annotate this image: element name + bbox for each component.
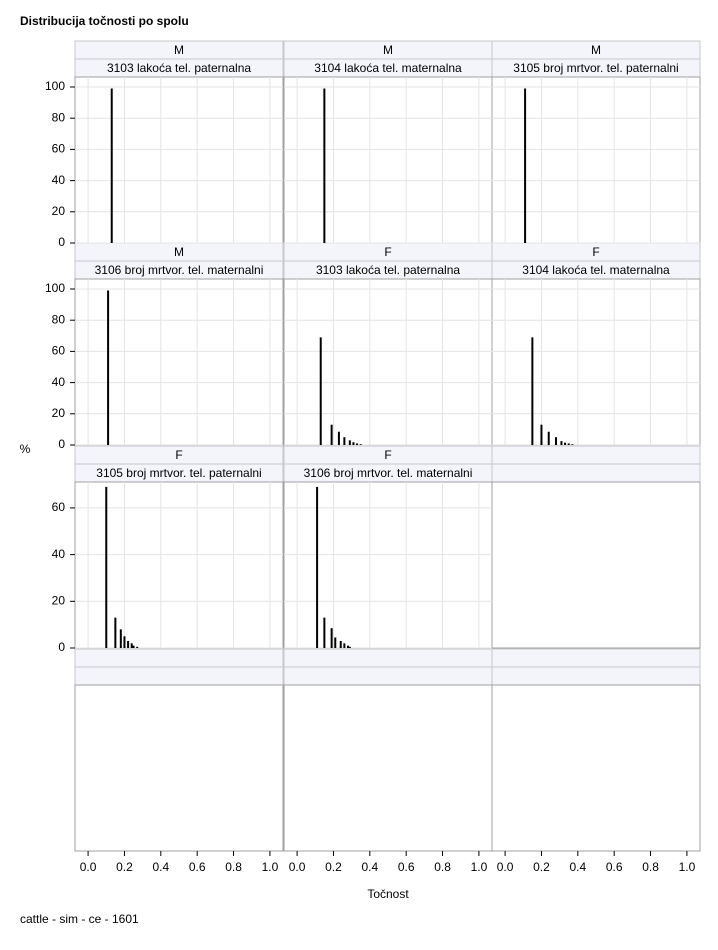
panel-trait: 3106 broj mrtvor. tel. maternalni [95,263,264,277]
footnote: cattle - sim - ce - 1601 [20,912,139,926]
x-axis-label: Točnost [367,887,409,901]
x-tick-label: 1.0 [471,860,488,874]
panel-frame [491,684,701,852]
panel-frame [283,684,493,852]
x-tick-label: 0.8 [434,860,451,874]
panel-frame [491,76,701,244]
y-tick-label: 60 [52,500,66,514]
y-tick-label: 40 [52,173,66,187]
panel-trait: 3103 lakoća tel. paternalna [316,263,460,277]
panel-frame [283,278,493,446]
x-tick-label: 0.6 [189,860,206,874]
panel-sex: M [591,43,601,57]
panel-frame [491,278,701,446]
panel-subheader [283,666,493,686]
panel-sex: F [384,448,391,462]
panel-header [74,648,284,668]
y-tick-label: 40 [52,375,66,389]
panel-sex: M [383,43,393,57]
panel-subheader [74,666,284,686]
y-axis-label: % [20,442,31,456]
y-tick-label: 0 [58,437,65,451]
panel-header [283,648,493,668]
y-tick-label: 60 [52,142,66,156]
panel-trait: 3104 lakoća tel. maternalna [314,61,462,75]
x-tick-label: 0.6 [606,860,623,874]
x-tick-label: 0.4 [569,860,586,874]
x-tick-label: 0.4 [152,860,169,874]
y-tick-label: 20 [52,406,66,420]
panel-trait: 3105 broj mrtvor. tel. paternalni [96,466,261,480]
panel-header [491,648,701,668]
x-tick-label: 1.0 [679,860,696,874]
y-tick-label: 20 [52,204,66,218]
panel-subheader [491,463,701,483]
y-tick-label: 60 [52,344,66,358]
panel-sex: F [384,245,391,259]
panel-header [491,445,701,465]
y-tick-label: 20 [52,593,66,607]
x-tick-label: 0.0 [80,860,97,874]
panel-sex: F [175,448,182,462]
panel-sex: F [592,245,599,259]
panel-sex: M [174,245,184,259]
panel-trait: 3103 lakoća tel. paternalna [107,61,251,75]
panel-frame [74,684,284,852]
panel-trait: 3106 broj mrtvor. tel. maternalni [304,466,473,480]
x-tick-label: 0.2 [533,860,550,874]
y-tick-label: 100 [45,79,65,93]
y-tick-label: 0 [58,235,65,249]
x-tick-label: 0.2 [116,860,133,874]
y-tick-label: 0 [58,640,65,654]
panel-frame [74,76,284,244]
panel-frame [74,278,284,446]
chart-title: Distribucija točnosti po spolu [20,14,189,28]
panel-sex: M [174,43,184,57]
x-tick-label: 0.0 [289,860,306,874]
x-tick-label: 1.0 [262,860,279,874]
panel-frame [283,76,493,244]
x-tick-label: 0.8 [225,860,242,874]
x-tick-label: 0.6 [398,860,415,874]
panel-frame [283,481,493,649]
panel-subheader [491,666,701,686]
y-tick-label: 80 [52,312,66,326]
panel-trait: 3105 broj mrtvor. tel. paternalni [513,61,678,75]
panel-trait: 3104 lakoća tel. maternalna [522,263,670,277]
y-tick-label: 100 [45,281,65,295]
panel-frame [491,481,701,649]
y-tick-label: 40 [52,547,66,561]
x-tick-label: 0.0 [497,860,514,874]
y-tick-label: 80 [52,110,66,124]
x-tick-label: 0.4 [361,860,378,874]
x-tick-label: 0.2 [325,860,342,874]
x-tick-label: 0.8 [642,860,659,874]
